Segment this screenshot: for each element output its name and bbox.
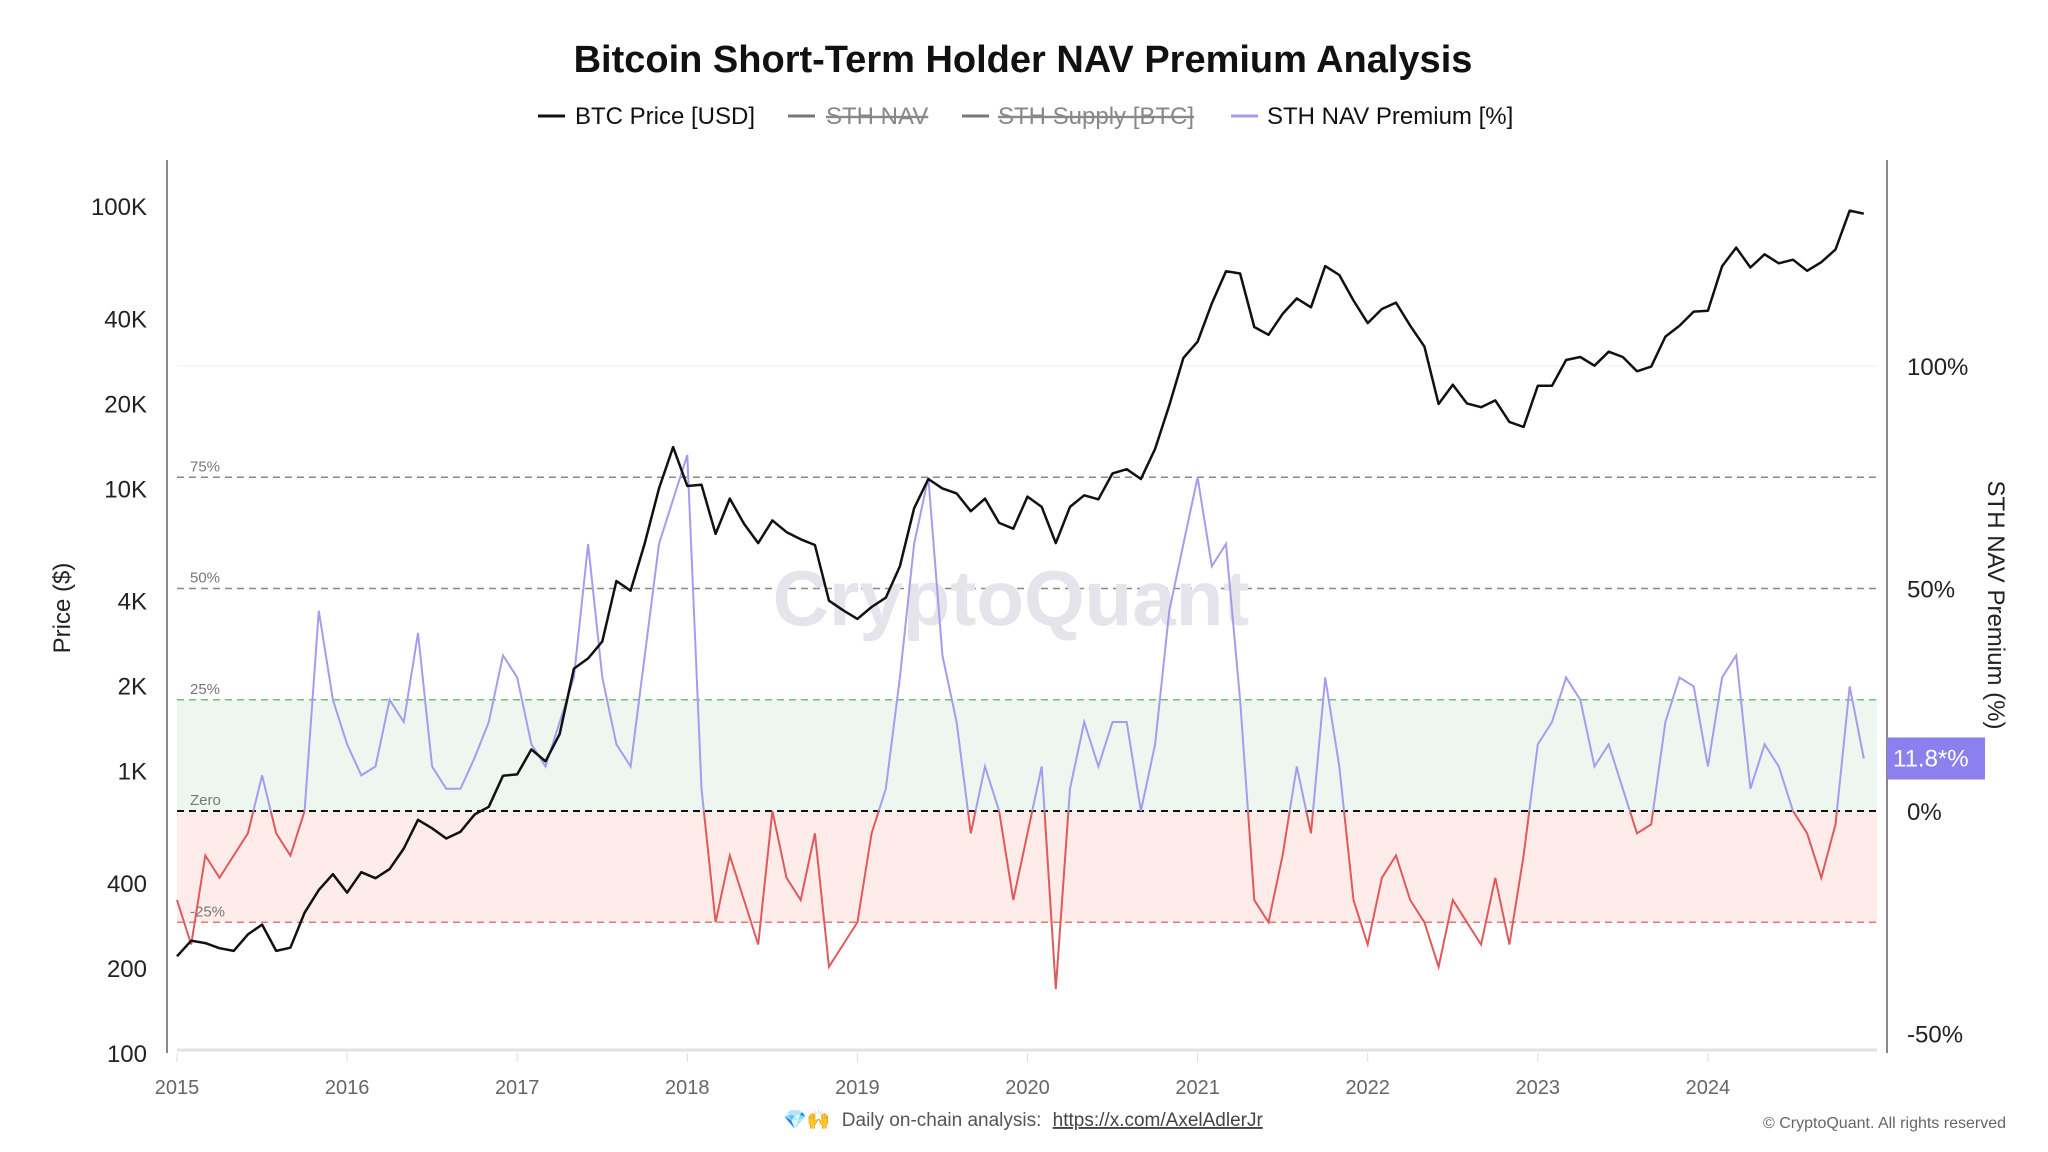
series-sth-nav-premium-positive xyxy=(252,454,1865,811)
x-tick-label: 2018 xyxy=(665,1077,710,1099)
x-tick-label: 2021 xyxy=(1175,1077,1220,1099)
x-axis-ticks: 2015 2016 2017 2018 2019 2020 2021 2022 2023 2024 xyxy=(155,1053,1730,1099)
reference-line-label: 50% xyxy=(190,570,220,587)
left-tick-label: 400 xyxy=(107,871,147,898)
left-tick-label: 100K xyxy=(91,194,147,221)
right-axis-ticks: 100% 50% 0% -50% xyxy=(1907,354,1968,1049)
footer-caption: Daily on-chain analysis: xyxy=(842,1110,1042,1131)
legend-label: BTC Price [USD] xyxy=(575,103,755,130)
bands xyxy=(177,699,1877,923)
reference-line-label: 75% xyxy=(190,458,220,475)
legend-label: STH NAV xyxy=(826,103,928,130)
legend-item-sth-nav[interactable]: STH NAV xyxy=(788,103,928,130)
badge-label: 11.8*% xyxy=(1893,745,1969,772)
footer-emoji: 💎🙌 xyxy=(783,1109,830,1131)
left-tick-label: 1K xyxy=(118,759,147,786)
left-tick-label: 2K xyxy=(118,674,147,701)
left-axis-ticks: 100K 40K 20K 10K 4K 2K 1K 400 200 100 xyxy=(91,194,147,1068)
legend-label: STH NAV Premium [%] xyxy=(1267,103,1513,130)
legend-item-btc-price[interactable]: BTC Price [USD] xyxy=(538,103,755,130)
x-tick-label: 2019 xyxy=(835,1077,880,1099)
reference-lines: 75% 50% 25% Zero -25% xyxy=(177,458,1877,923)
x-tick-label: 2024 xyxy=(1686,1077,1731,1099)
series-sth-nav-premium-negative xyxy=(176,811,1838,990)
legend-label: STH Supply [BTC] xyxy=(998,103,1194,130)
left-tick-label: 4K xyxy=(118,589,147,616)
left-tick-label: 10K xyxy=(104,476,147,503)
band-1 xyxy=(177,811,1877,923)
x-tick-label: 2016 xyxy=(325,1077,370,1099)
series xyxy=(176,209,1865,990)
series-btc-price xyxy=(176,209,1865,958)
reference-line-label: -25% xyxy=(190,903,225,920)
right-tick-label: 100% xyxy=(1907,354,1968,381)
current-value-badge: 11.8*% xyxy=(1887,737,1985,780)
badge-background xyxy=(1887,737,1985,780)
x-tick-label: 2020 xyxy=(1005,1077,1050,1099)
x-tick-label: 2022 xyxy=(1345,1077,1390,1099)
chart-title: Bitcoin Short-Term Holder NAV Premium An… xyxy=(574,39,1473,81)
x-tick-label: 2015 xyxy=(155,1077,200,1099)
right-axis-label: STH NAV Premium (%) xyxy=(1982,481,2009,730)
left-axis-label: Price ($) xyxy=(49,563,76,654)
footer-link[interactable]: https://x.com/AxelAdlerJr xyxy=(1053,1110,1264,1131)
copyright: © CryptoQuant. All rights reserved xyxy=(1763,1115,2006,1132)
x-tick-label: 2023 xyxy=(1516,1077,1561,1099)
right-tick-label: 50% xyxy=(1907,577,1955,604)
reference-line-label: 25% xyxy=(190,681,220,698)
left-tick-label: 200 xyxy=(107,956,147,983)
x-tick-label: 2017 xyxy=(495,1077,540,1099)
legend: BTC Price [USD] STH NAV STH Supply [BTC]… xyxy=(538,103,1513,130)
footer-text: 💎🙌 Daily on-chain analysis: https://x.co… xyxy=(783,1109,1263,1131)
reference-line-label: Zero xyxy=(190,792,221,809)
legend-item-sth-supply[interactable]: STH Supply [BTC] xyxy=(962,103,1194,130)
legend-item-sth-nav-premium[interactable]: STH NAV Premium [%] xyxy=(1231,103,1513,130)
right-tick-label: 0% xyxy=(1907,799,1942,826)
footer: 💎🙌 Daily on-chain analysis: https://x.co… xyxy=(783,1109,2006,1132)
left-tick-label: 20K xyxy=(104,391,147,418)
watermark: CryptoQuant xyxy=(773,554,1250,642)
band-0 xyxy=(177,699,1877,811)
left-tick-label: 100 xyxy=(107,1041,147,1068)
right-tick-label: -50% xyxy=(1907,1022,1963,1049)
left-tick-label: 40K xyxy=(104,306,147,333)
